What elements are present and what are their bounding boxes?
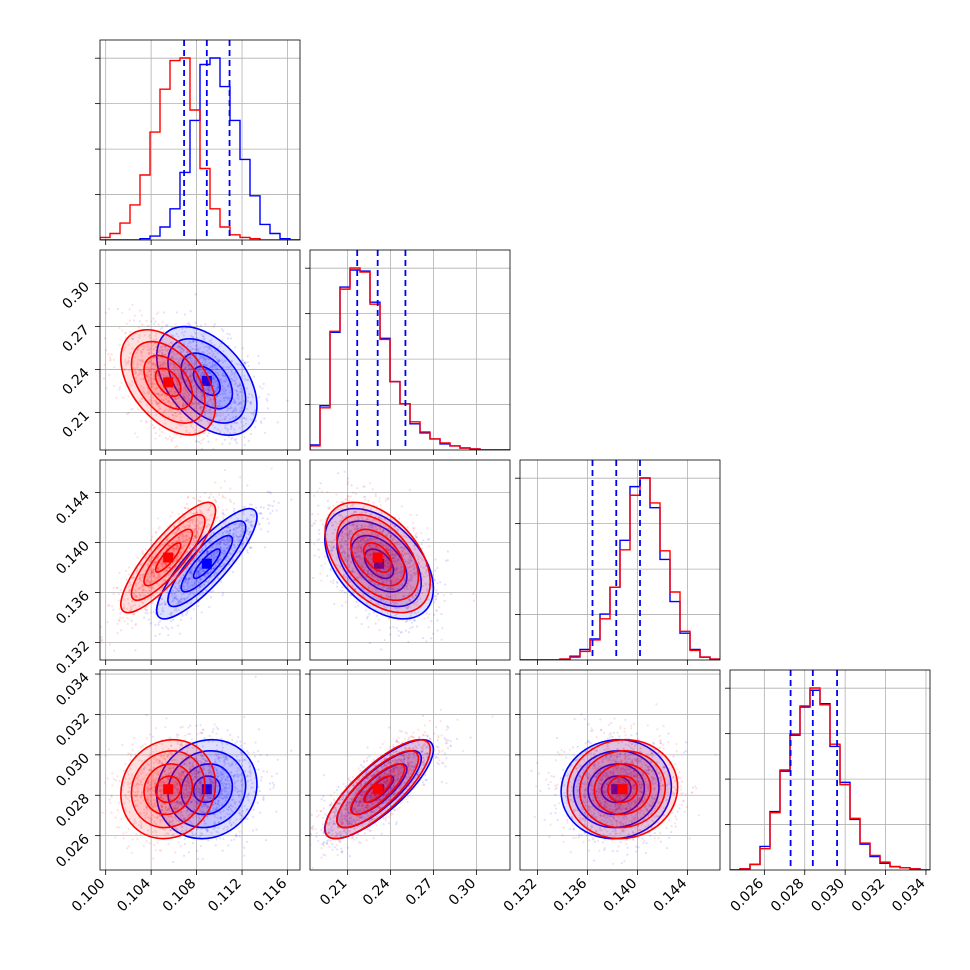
panel-frame	[729, 669, 931, 871]
panel-0-0	[95, 39, 301, 245]
density-peak-series-1	[372, 552, 383, 563]
panel-frame	[519, 459, 721, 661]
x-tick-label: 0.144	[651, 875, 691, 915]
y-tick-label: 0.136	[53, 588, 93, 628]
x-tick-label: 0.108	[160, 876, 200, 916]
y-tick-label: 0.140	[53, 538, 93, 578]
y-tick-label: 0.132	[53, 638, 93, 678]
density-peak-series-1	[163, 784, 174, 795]
density-peak-series-0	[201, 375, 212, 386]
x-tick-label: 0.116	[251, 875, 291, 915]
x-tick-label: 0.132	[501, 876, 541, 916]
y-tick-label: 0.032	[53, 710, 93, 750]
panel-2-0: 0.132 0.136 0.140 0.144	[53, 459, 301, 678]
panel-3-3: 0.026 0.028 0.030 0.032 0.034	[725, 669, 931, 916]
density-peak-series-1	[163, 377, 174, 388]
x-tick-label: 0.030	[808, 876, 848, 916]
y-tick-label: 0.21	[59, 408, 92, 441]
y-tick-label: 0.24	[59, 365, 92, 398]
x-tick-label: 0.140	[601, 876, 641, 916]
panel-frame	[519, 669, 721, 871]
panel-frame	[309, 459, 511, 661]
scatter-series-0	[116, 293, 289, 450]
y-tick-label: 0.030	[53, 750, 93, 790]
panel-1-0: 0.21 0.24 0.27 0.30	[59, 249, 301, 455]
histogram-series-1	[520, 477, 720, 660]
scatter-series-1	[533, 703, 717, 865]
panel-1-1	[305, 249, 511, 455]
panel-3-2: 0.132 0.136 0.140 0.144	[501, 669, 721, 916]
y-tick-label: 0.30	[59, 279, 92, 312]
x-tick-label: 0.100	[69, 876, 109, 916]
density-peak-series-0	[201, 558, 212, 569]
density-peak-series-0	[201, 784, 212, 795]
y-tick-label: 0.026	[53, 831, 93, 871]
x-tick-label: 0.112	[205, 876, 245, 916]
x-tick-label: 0.026	[728, 875, 768, 915]
y-tick-label: 0.144	[53, 488, 93, 528]
y-tick-label: 0.034	[53, 669, 93, 709]
x-tick-label: 0.24	[360, 875, 393, 908]
density-peak-series-0	[374, 558, 385, 569]
x-tick-label: 0.27	[403, 876, 436, 909]
panel-2-2	[515, 459, 721, 665]
panel-frame	[99, 39, 301, 241]
panel-frame	[99, 669, 301, 871]
panel-3-1: 0.21 0.24 0.27 0.30	[305, 669, 511, 909]
panel-frame	[309, 669, 511, 871]
x-tick-label: 0.028	[768, 876, 808, 916]
panel-frame	[309, 249, 511, 451]
x-tick-label: 0.034	[889, 875, 929, 915]
panel-frame	[99, 459, 301, 661]
y-tick-label: 0.028	[53, 791, 93, 831]
density-peak-series-0	[611, 784, 622, 795]
panel-frame	[99, 249, 301, 451]
density-peak-series-1	[372, 784, 383, 795]
x-tick-label: 0.21	[317, 876, 350, 909]
histogram-series-1	[100, 57, 300, 240]
x-tick-label: 0.30	[446, 876, 479, 909]
x-tick-label: 0.104	[114, 875, 154, 915]
density-peak-series-1	[163, 552, 174, 563]
y-tick-label: 0.27	[59, 322, 92, 355]
density-peak-series-1	[617, 784, 628, 795]
x-tick-label: 0.032	[849, 876, 889, 916]
panel-3-0: 0.100 0.104 0.108 0.112 0.116 0.0260.0280.030…	[53, 669, 301, 916]
histogram-series-0	[100, 57, 300, 240]
histogram-series-1	[310, 267, 510, 450]
x-tick-label: 0.136	[551, 875, 591, 915]
panel-2-1	[305, 459, 511, 665]
histogram-series-1	[730, 687, 930, 870]
